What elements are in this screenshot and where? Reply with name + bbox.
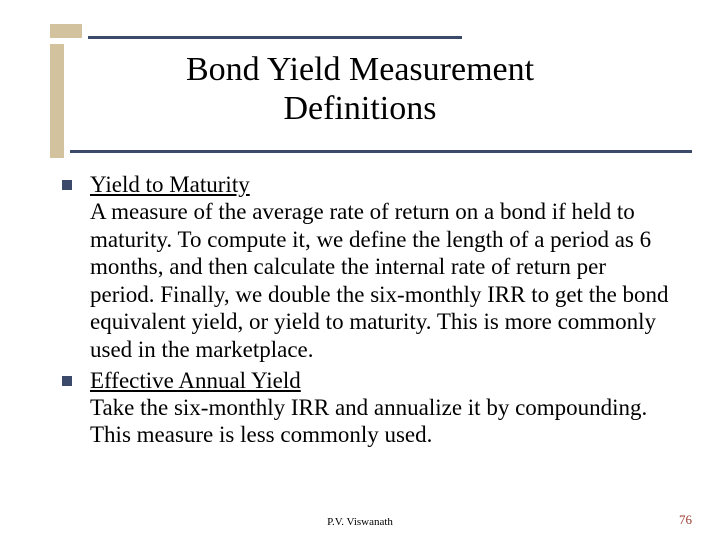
footer-author: P.V. Viswanath: [0, 516, 720, 528]
content-area: Yield to Maturity A measure of the avera…: [62, 172, 670, 453]
bullet-desc: A measure of the average rate of return …: [90, 199, 669, 362]
title-line2: Definitions: [0, 89, 720, 128]
accent-top: [50, 24, 82, 38]
rule-top: [88, 36, 462, 39]
bullet-term: Yield to Maturity: [90, 172, 250, 197]
footer-page: 76: [679, 512, 692, 528]
page-title: Bond Yield Measurement Definitions: [0, 50, 720, 128]
bullet-item: Yield to Maturity A measure of the avera…: [62, 172, 670, 364]
title-line1: Bond Yield Measurement: [0, 50, 720, 89]
bullet-item: Effective Annual Yield Take the six-mont…: [62, 368, 670, 449]
rule-bottom: [70, 150, 692, 153]
bullet-term: Effective Annual Yield: [90, 368, 301, 393]
bullet-desc: Take the six-monthly IRR and annualize i…: [90, 395, 647, 448]
